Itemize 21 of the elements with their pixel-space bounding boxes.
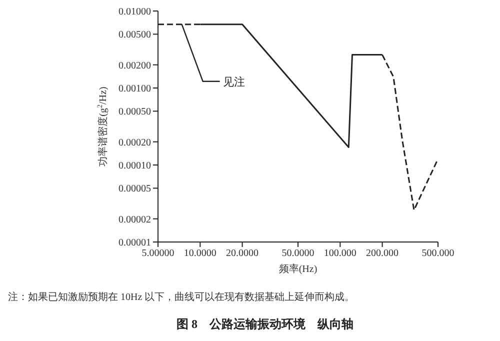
x-tick-label: 20.0000: [226, 248, 259, 260]
text: 注：如果已知激励预期在 10Hz 以下，曲线可以在现有数据基础上延伸而构成。: [8, 290, 356, 304]
annotation: 见注: [222, 75, 245, 88]
y-tick-label: 0.00200: [118, 60, 151, 72]
y-tick-label: 0.00010: [118, 160, 151, 172]
y-tick-label: 0.00100: [118, 84, 151, 95]
x-tick-label: 50.0000: [282, 248, 314, 260]
x-tick-label: 200.000: [366, 248, 399, 260]
y-tick-label: 0.00050: [118, 106, 151, 118]
text: 图 8 公路运输振动环境 纵向轴: [176, 316, 354, 333]
x-tick-label: 5.00000: [142, 248, 174, 260]
y-tick-label: 0.01000: [118, 6, 151, 18]
x-tick-label: 500.000: [422, 248, 454, 260]
x-tick-label: 10.0000: [184, 248, 216, 260]
y-tick-label: 0.00020: [118, 137, 151, 148]
y-tick-label: 0.00005: [118, 184, 151, 195]
x-tick-label: 100.000: [324, 248, 356, 260]
y-tick-label: 0.00500: [118, 30, 151, 41]
y-tick-label: 0.00001: [118, 238, 151, 249]
y-tick-label: 0.00002: [118, 214, 151, 226]
x-axis-title: 频率(Hz): [278, 263, 318, 275]
